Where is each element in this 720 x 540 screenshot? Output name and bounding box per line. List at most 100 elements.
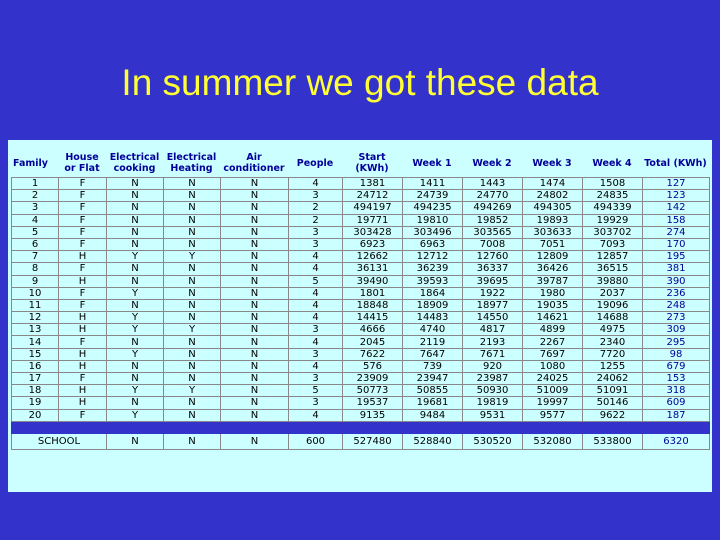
cell-air-conditioner: N bbox=[220, 371, 289, 386]
cell-week-4: 303702 bbox=[582, 225, 643, 239]
cell-week-4: 494339 bbox=[582, 201, 643, 215]
cell-house-or-flat: H bbox=[58, 274, 107, 288]
cell-week-3: 19035 bbox=[522, 298, 583, 313]
cell-house-or-flat: H bbox=[58, 323, 107, 337]
table-row: 9 H N N N 5 39490 39593 39695 39787 39880 390 bbox=[11, 274, 710, 288]
cell-electrical-cooking: N bbox=[106, 262, 164, 276]
cell-family: 16 bbox=[11, 359, 59, 374]
header-line: Electrical bbox=[109, 152, 160, 163]
cell-family: 1 bbox=[11, 176, 59, 191]
cell-start-kwh: 7622 bbox=[342, 347, 403, 361]
cell-electrical-heating: N bbox=[163, 396, 221, 410]
cell-family: 15 bbox=[11, 347, 59, 361]
cell-total-kwh: 142 bbox=[642, 201, 710, 215]
cell-week-2: 920 bbox=[462, 359, 523, 374]
cell-school-week-2: 530520 bbox=[462, 432, 523, 450]
cell-school-electrical-cooking: N bbox=[106, 432, 164, 450]
cell-week-1: 303496 bbox=[402, 225, 463, 239]
cell-week-2: 18977 bbox=[462, 298, 523, 313]
cell-air-conditioner: N bbox=[220, 347, 289, 361]
cell-school-people: 600 bbox=[288, 432, 343, 450]
cell-total-kwh: 295 bbox=[642, 335, 710, 349]
cell-start-kwh: 303428 bbox=[342, 225, 403, 239]
cell-total-kwh: 609 bbox=[642, 396, 710, 410]
table-row: 18 H Y Y N 5 50773 50855 50930 51009 51091 318 bbox=[11, 384, 710, 398]
header-line: Start (KWh) bbox=[355, 152, 389, 174]
cell-week-1: 23947 bbox=[402, 371, 463, 386]
cell-week-3: 494305 bbox=[522, 201, 583, 215]
cell-week-4: 4975 bbox=[582, 323, 643, 337]
cell-week-2: 12760 bbox=[462, 250, 523, 264]
cell-week-2: 36337 bbox=[462, 262, 523, 276]
cell-electrical-heating: N bbox=[163, 298, 221, 313]
cell-week-1: 18909 bbox=[402, 298, 463, 313]
cell-week-3: 7697 bbox=[522, 347, 583, 361]
cell-electrical-heating: Y bbox=[163, 384, 221, 398]
cell-people: 2 bbox=[288, 213, 343, 227]
table-row: 1 F N N N 4 1381 1411 1443 1474 1508 127 bbox=[11, 176, 710, 191]
cell-electrical-cooking: N bbox=[106, 189, 164, 203]
table-row: 4 F N N N 2 19771 19810 19852 19893 19929 158 bbox=[11, 213, 710, 227]
cell-air-conditioner: N bbox=[220, 237, 289, 252]
cell-electrical-cooking: Y bbox=[106, 347, 164, 361]
header-line: conditioner bbox=[223, 163, 285, 174]
table-row: 14 F N N N 4 2045 2119 2193 2267 2340 295 bbox=[11, 335, 710, 349]
cell-electrical-cooking: Y bbox=[106, 311, 164, 325]
cell-electrical-heating: N bbox=[163, 225, 221, 239]
cell-week-4: 1508 bbox=[582, 176, 643, 191]
cell-electrical-heating: N bbox=[163, 274, 221, 288]
cell-family: 11 bbox=[11, 298, 59, 313]
table-row: 5 F N N N 3 303428 303496 303565 303633 303702 274 bbox=[11, 225, 710, 239]
table-row: 15 H Y N N 3 7622 7647 7671 7697 7720 98 bbox=[11, 347, 710, 361]
school-row: SCHOOL N N N 600 527480 528840 530520 532080 5338… bbox=[11, 432, 710, 450]
cell-total-kwh: 158 bbox=[642, 213, 710, 227]
cell-house-or-flat: F bbox=[58, 225, 107, 239]
cell-people: 2 bbox=[288, 201, 343, 215]
cell-house-or-flat: F bbox=[58, 371, 107, 386]
cell-people: 4 bbox=[288, 311, 343, 325]
cell-electrical-heating: N bbox=[163, 176, 221, 191]
cell-air-conditioner: N bbox=[220, 311, 289, 325]
cell-start-kwh: 1381 bbox=[342, 176, 403, 191]
cell-family: 17 bbox=[11, 371, 59, 386]
cell-house-or-flat: F bbox=[58, 201, 107, 215]
cell-week-1: 14483 bbox=[402, 311, 463, 325]
header-line: Electrical bbox=[166, 152, 217, 163]
cell-house-or-flat: F bbox=[58, 286, 107, 300]
cell-week-4: 12857 bbox=[582, 250, 643, 264]
table-row: 20 F Y N N 4 9135 9484 9531 9577 9622 187 bbox=[11, 408, 710, 422]
cell-school-week-4: 533800 bbox=[582, 432, 643, 450]
cell-start-kwh: 19537 bbox=[342, 396, 403, 410]
cell-week-3: 51009 bbox=[522, 384, 583, 398]
cell-house-or-flat: F bbox=[58, 298, 107, 313]
cell-week-3: 2267 bbox=[522, 335, 583, 349]
cell-week-2: 1922 bbox=[462, 286, 523, 300]
cell-start-kwh: 6923 bbox=[342, 237, 403, 252]
cell-air-conditioner: N bbox=[220, 262, 289, 276]
cell-start-kwh: 494197 bbox=[342, 201, 403, 215]
cell-week-4: 24062 bbox=[582, 371, 643, 386]
cell-week-1: 24739 bbox=[402, 189, 463, 203]
cell-electrical-cooking: N bbox=[106, 237, 164, 252]
cell-air-conditioner: N bbox=[220, 189, 289, 203]
cell-house-or-flat: F bbox=[58, 262, 107, 276]
cell-house-or-flat: F bbox=[58, 213, 107, 227]
header-line: or Flat bbox=[64, 163, 100, 174]
table-row: 13 H Y Y N 3 4666 4740 4817 4899 4975 309 bbox=[11, 323, 710, 337]
cell-total-kwh: 273 bbox=[642, 311, 710, 325]
cell-family: 10 bbox=[11, 286, 59, 300]
cell-house-or-flat: F bbox=[58, 408, 107, 422]
cell-week-1: 4740 bbox=[402, 323, 463, 337]
cell-air-conditioner: N bbox=[220, 359, 289, 374]
cell-air-conditioner: N bbox=[220, 286, 289, 300]
cell-electrical-cooking: N bbox=[106, 359, 164, 374]
cell-total-kwh: 679 bbox=[642, 359, 710, 374]
cell-week-3: 1080 bbox=[522, 359, 583, 374]
cell-air-conditioner: N bbox=[220, 396, 289, 410]
cell-house-or-flat: F bbox=[58, 335, 107, 349]
cell-start-kwh: 14415 bbox=[342, 311, 403, 325]
cell-start-kwh: 18848 bbox=[342, 298, 403, 313]
cell-start-kwh: 39490 bbox=[342, 274, 403, 288]
cell-electrical-cooking: N bbox=[106, 298, 164, 313]
cell-air-conditioner: N bbox=[220, 225, 289, 239]
